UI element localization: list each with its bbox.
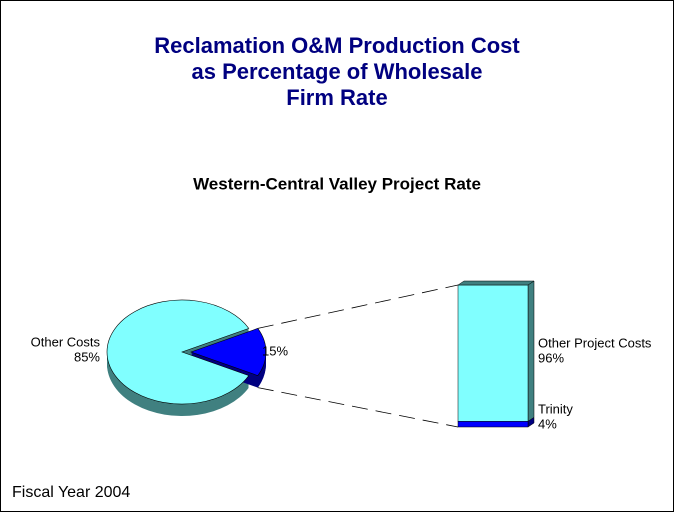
pie-slice — [106, 299, 250, 405]
chart-title: as Percentage of Wholesale — [192, 59, 483, 84]
chart-subtitle: Western-Central Valley Project Rate — [193, 174, 481, 193]
bar-top — [457, 280, 535, 286]
connector — [257, 387, 459, 428]
bar-value-label: 96% — [538, 351, 564, 366]
bar-value-label: 4% — [538, 416, 557, 431]
bar-label: Trinity — [538, 401, 573, 416]
bar-side — [527, 280, 535, 422]
pie-label: Other Costs — [31, 334, 101, 349]
pie-slice — [190, 328, 267, 376]
chart-title: Reclamation O&M Production Cost — [154, 33, 520, 58]
bar-label: Other Project Costs — [538, 336, 652, 351]
pie-value-label: 15% — [262, 343, 288, 358]
pie-value-label: 85% — [74, 349, 100, 364]
bar-segment — [457, 284, 529, 422]
footnote: Fiscal Year 2004 — [12, 484, 130, 501]
bar-segment — [457, 421, 529, 428]
chart-title: Firm Rate — [286, 85, 387, 110]
connector — [257, 284, 459, 329]
